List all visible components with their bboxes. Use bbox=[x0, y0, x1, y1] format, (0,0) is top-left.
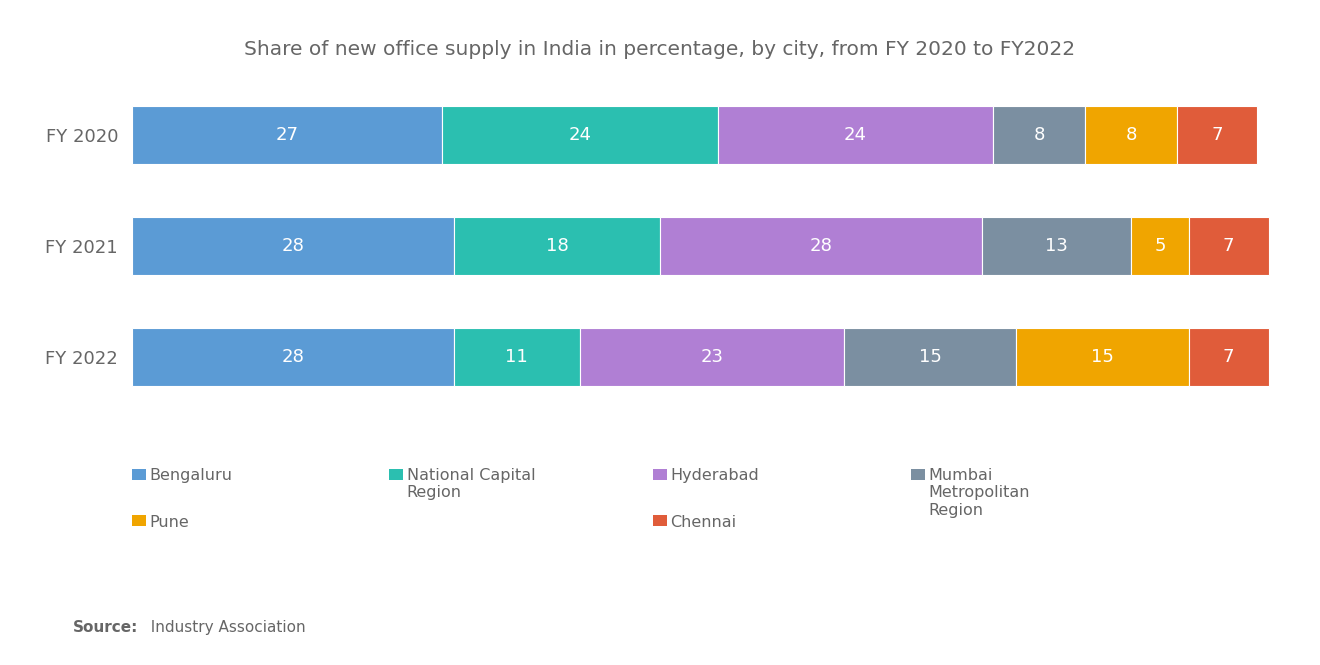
Text: 24: 24 bbox=[843, 126, 867, 144]
Bar bbox=[982, 217, 1131, 275]
Text: 23: 23 bbox=[701, 348, 723, 366]
Text: Metropolitan: Metropolitan bbox=[928, 485, 1030, 500]
Text: 28: 28 bbox=[281, 348, 304, 366]
Text: 27: 27 bbox=[276, 126, 298, 144]
Bar bbox=[843, 328, 1016, 386]
Text: 28: 28 bbox=[809, 237, 833, 255]
Bar bbox=[1188, 328, 1269, 386]
Bar bbox=[1188, 217, 1269, 275]
Bar bbox=[1085, 106, 1177, 164]
Bar bbox=[132, 106, 442, 164]
Text: Source:: Source: bbox=[73, 620, 139, 635]
Bar bbox=[993, 106, 1085, 164]
Bar bbox=[579, 328, 843, 386]
Text: Pune: Pune bbox=[149, 515, 189, 529]
Bar bbox=[660, 217, 982, 275]
Text: Bengaluru: Bengaluru bbox=[149, 468, 232, 483]
Bar bbox=[442, 106, 718, 164]
Bar bbox=[1131, 217, 1188, 275]
Text: 28: 28 bbox=[281, 237, 304, 255]
Text: National Capital: National Capital bbox=[407, 468, 535, 483]
Text: 13: 13 bbox=[1045, 237, 1068, 255]
Bar bbox=[1177, 106, 1258, 164]
Text: 7: 7 bbox=[1222, 237, 1234, 255]
Text: Industry Association: Industry Association bbox=[141, 620, 306, 635]
Text: Share of new office supply in India in percentage, by city, from FY 2020 to FY20: Share of new office supply in India in p… bbox=[244, 40, 1076, 59]
Text: 8: 8 bbox=[1126, 126, 1137, 144]
Text: 15: 15 bbox=[1090, 348, 1114, 366]
Text: Hyderabad: Hyderabad bbox=[671, 468, 759, 483]
Bar bbox=[132, 217, 454, 275]
Bar bbox=[454, 328, 579, 386]
Text: 8: 8 bbox=[1034, 126, 1045, 144]
Text: 7: 7 bbox=[1222, 348, 1234, 366]
Text: 5: 5 bbox=[1154, 237, 1166, 255]
Text: 18: 18 bbox=[545, 237, 569, 255]
Text: Region: Region bbox=[928, 503, 983, 517]
Text: Chennai: Chennai bbox=[671, 515, 737, 529]
Text: Region: Region bbox=[407, 485, 462, 500]
Text: Mumbai: Mumbai bbox=[928, 468, 993, 483]
Text: 15: 15 bbox=[919, 348, 941, 366]
Bar bbox=[718, 106, 993, 164]
Bar bbox=[454, 217, 660, 275]
Text: 24: 24 bbox=[569, 126, 591, 144]
Text: 11: 11 bbox=[506, 348, 528, 366]
Bar bbox=[1016, 328, 1188, 386]
Bar bbox=[132, 328, 454, 386]
Text: 7: 7 bbox=[1212, 126, 1224, 144]
